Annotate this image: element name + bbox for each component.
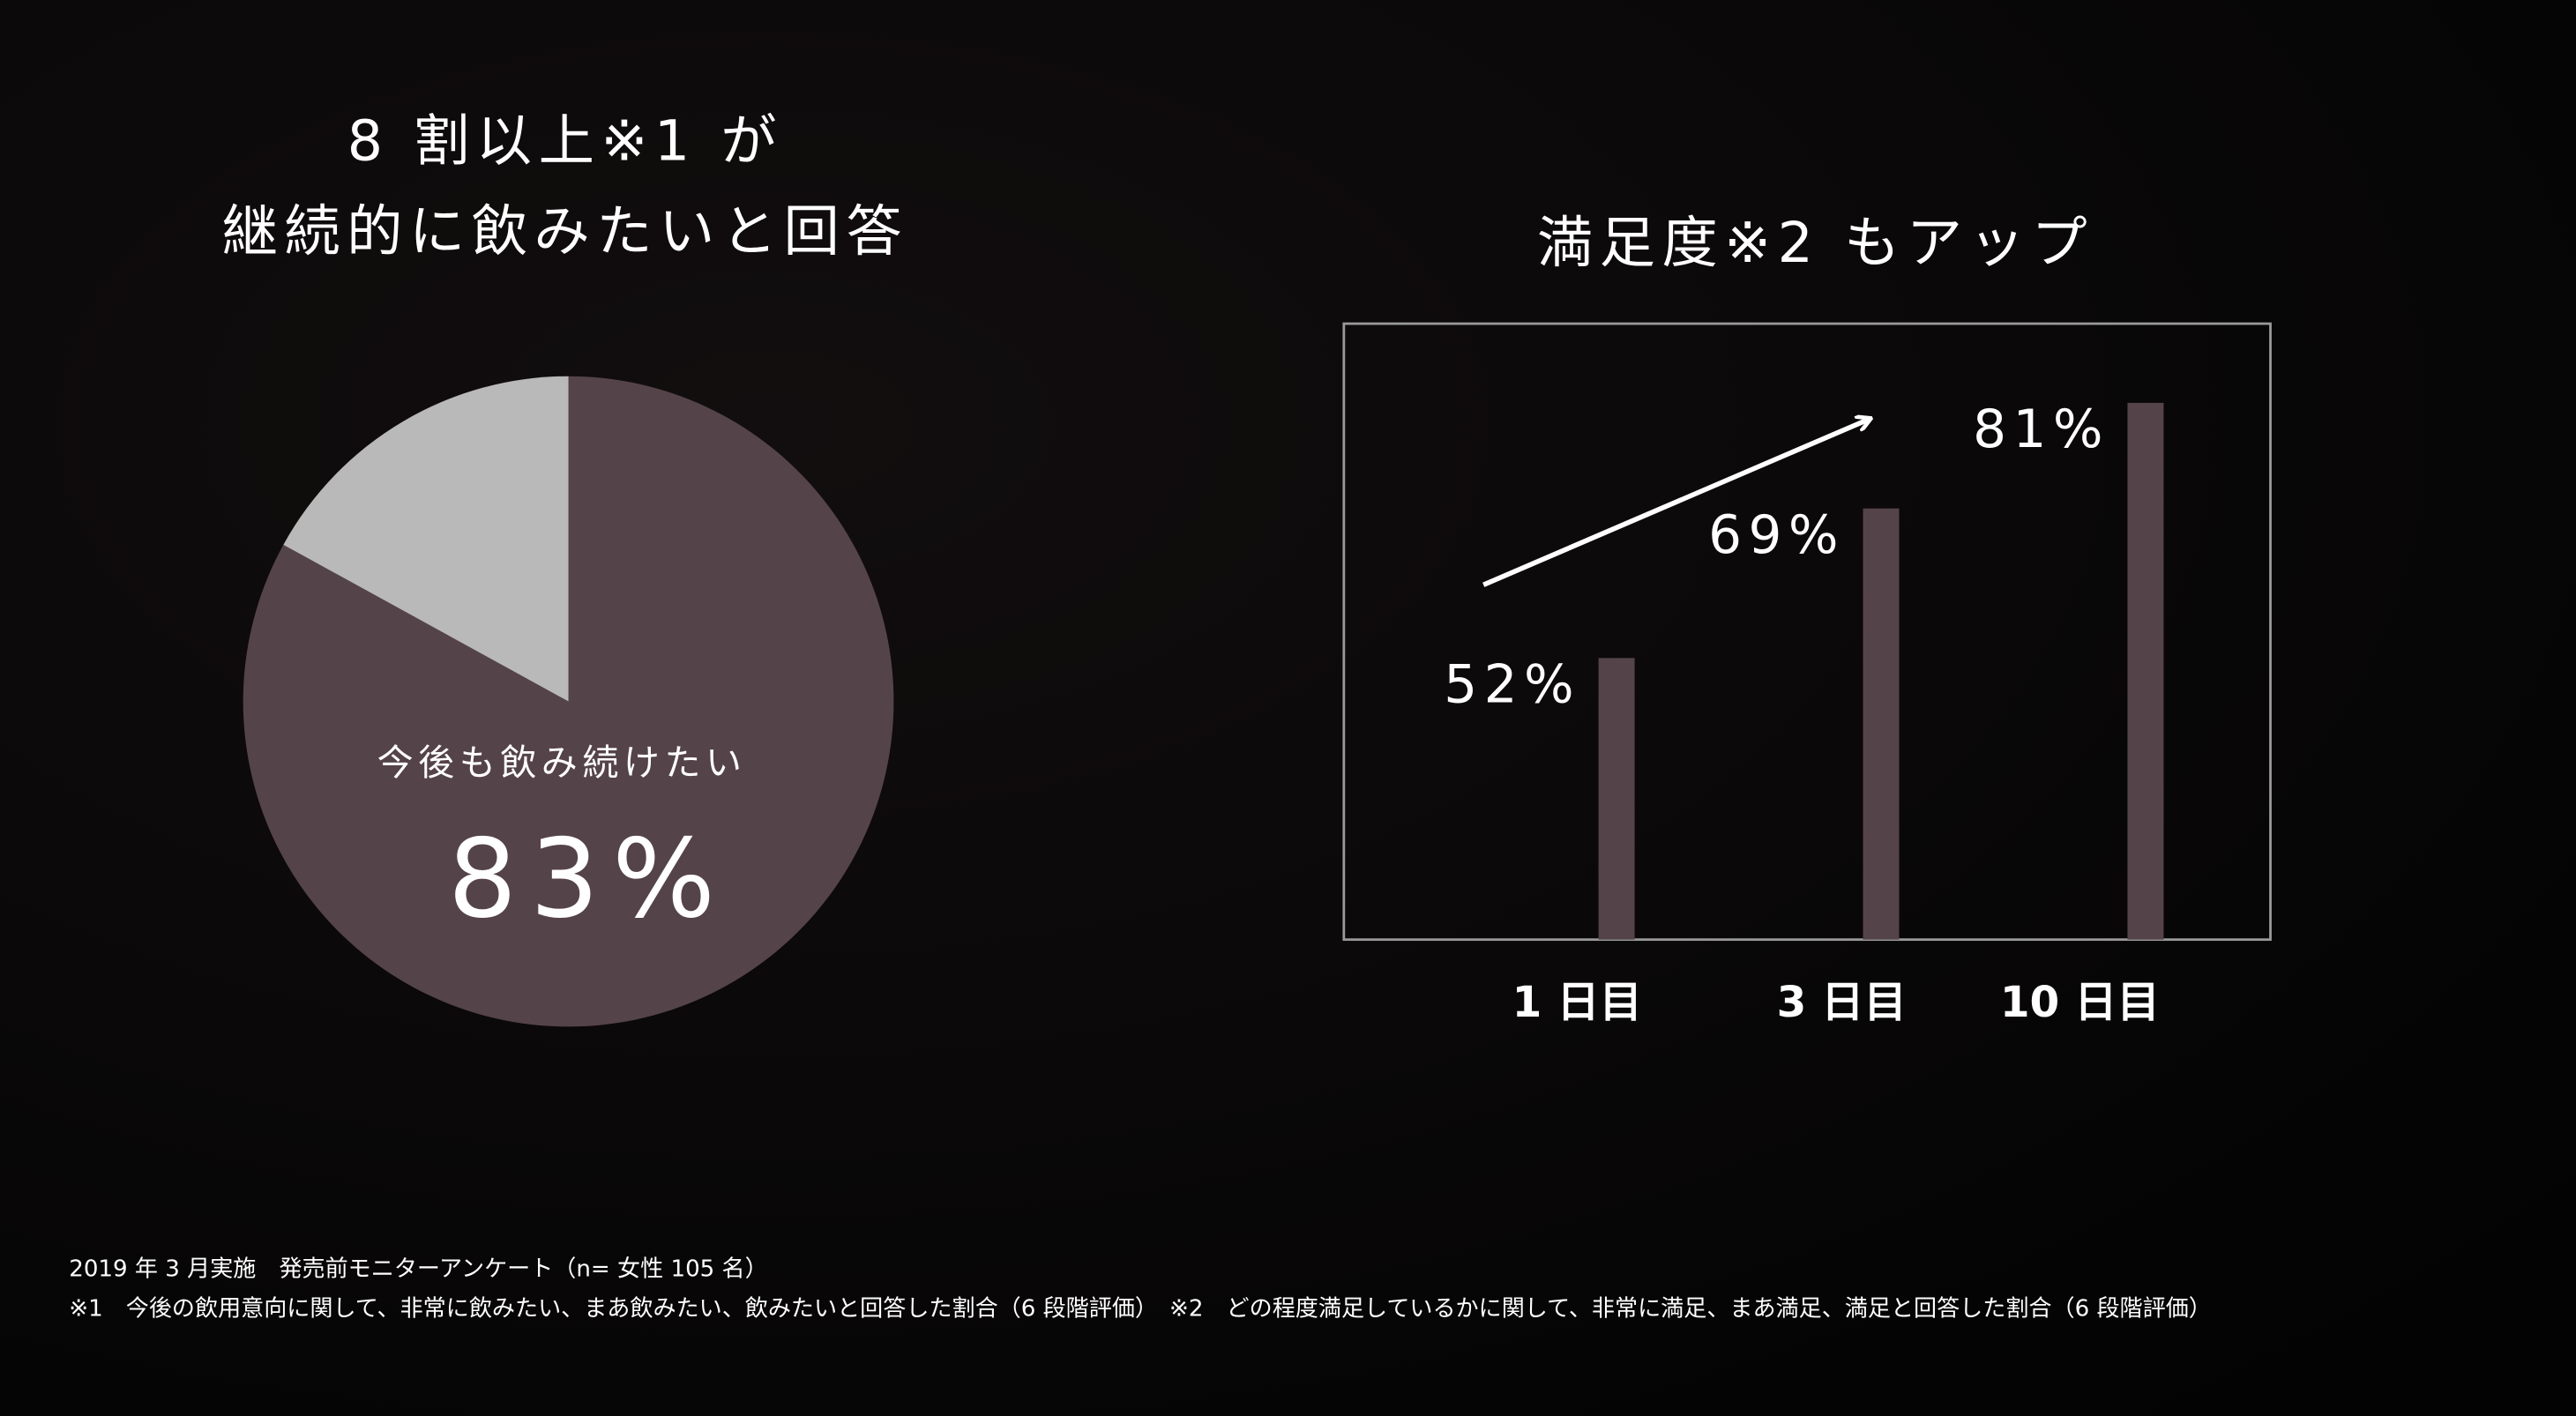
x-tick-label: 10 日目 (2000, 978, 2160, 1027)
bar (1598, 658, 1635, 940)
pie-title: 継続的に飲みたいと回答 (222, 198, 909, 264)
pie-title: 8 割以上※1 が (347, 108, 783, 174)
slice-label: 今後も飲み続けたい (377, 742, 747, 784)
footnote: 2019 年 3 月実施 発売前モニターアンケート（n= 女性 105 名） (69, 1256, 767, 1283)
pie-slice (283, 376, 569, 702)
plot-frame (1342, 322, 2272, 942)
bar (1863, 508, 1900, 940)
bar (2127, 402, 2164, 940)
trend-arrow (1482, 419, 1870, 587)
x-tick-label: 3 日目 (1777, 978, 1907, 1027)
slice-value-label: 83% (448, 816, 728, 943)
value-label: 81% (1973, 399, 2109, 460)
footnote: ※1 今後の飲用意向に関して、非常に飲みたい、まあ飲みたい、飲みたいと回答した割… (69, 1295, 2212, 1322)
x-tick-label: 1 日目 (1512, 978, 1642, 1027)
bar-title: 満足度※2 もアップ (1537, 210, 2094, 275)
value-label: 52% (1444, 654, 1580, 715)
value-label: 69% (1708, 505, 1845, 566)
